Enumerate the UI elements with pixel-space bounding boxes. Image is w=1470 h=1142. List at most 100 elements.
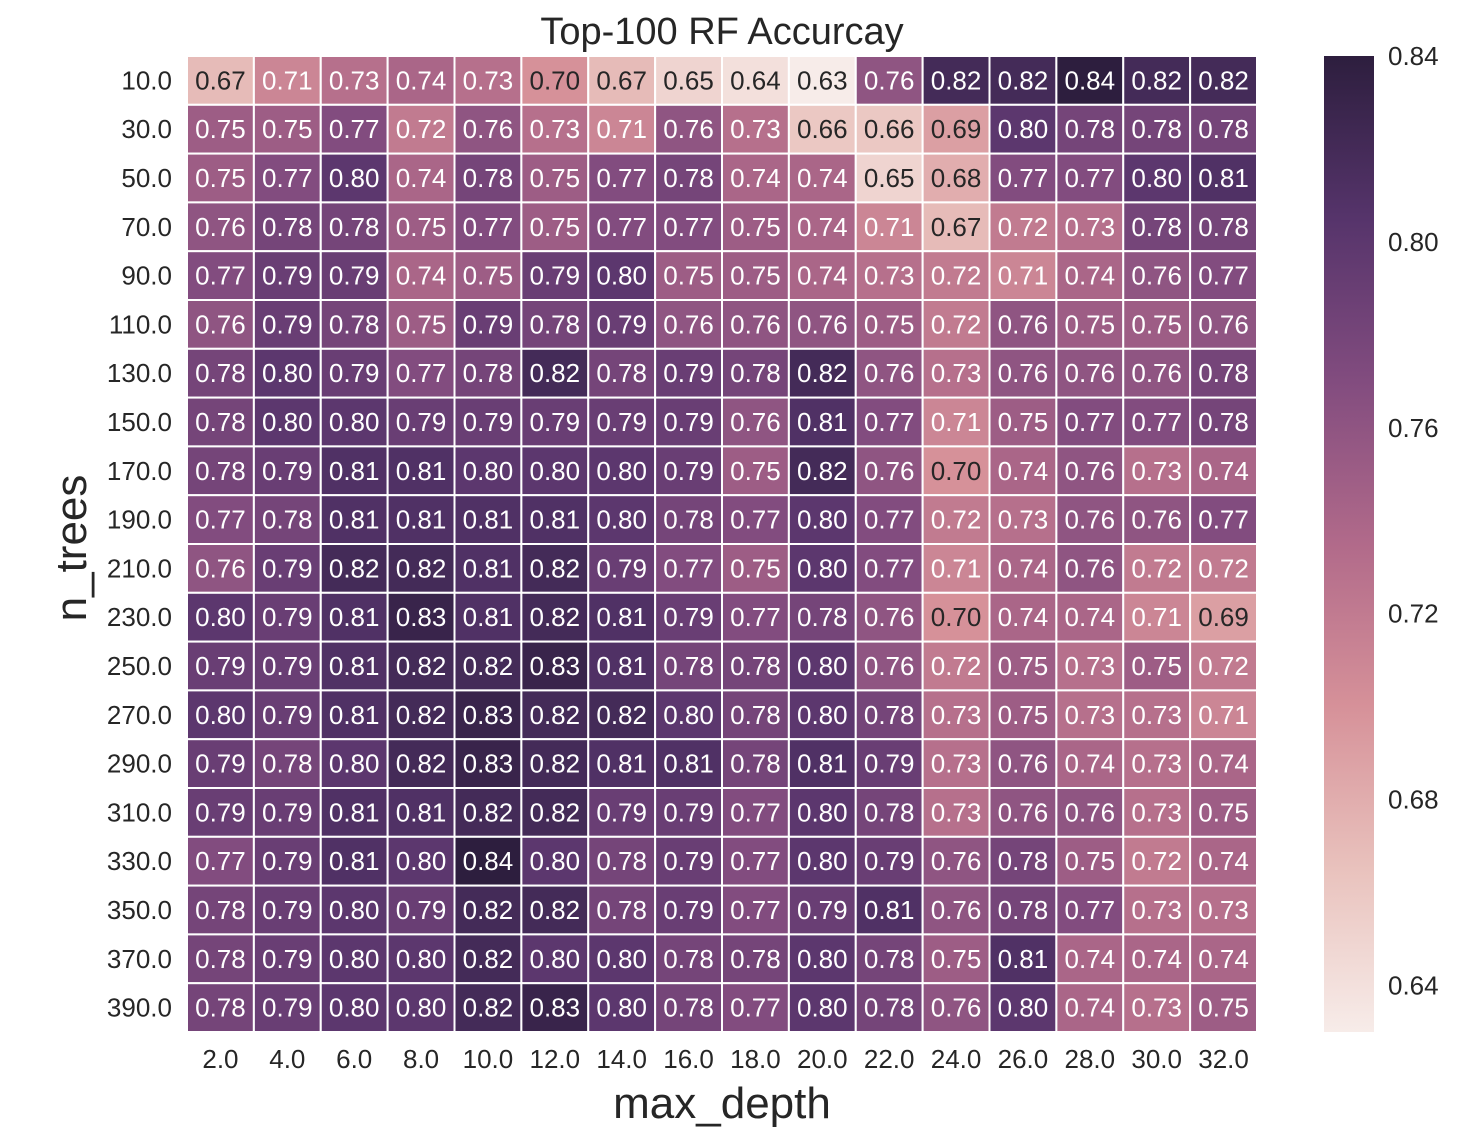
heatmap-cell (854, 201, 924, 253)
heatmap-cell (1189, 787, 1258, 838)
heatmap-cell (252, 250, 322, 301)
cell-value-label: 0.71 (931, 407, 982, 437)
cell-value-label: 0.79 (797, 895, 848, 925)
cell-value-label: 0.78 (663, 993, 714, 1023)
cell-value-label: 0.76 (797, 309, 848, 339)
cell-value-label: 0.75 (396, 309, 447, 339)
cell-value-label: 0.79 (195, 797, 246, 827)
cell-value-label: 0.80 (797, 651, 848, 681)
y-tick-label: 170.0 (107, 456, 172, 486)
cell-value-label: 0.80 (797, 846, 848, 876)
cell-value-label: 0.80 (596, 993, 647, 1023)
cell-value-label: 0.74 (396, 65, 447, 95)
cell-value-label: 0.76 (663, 309, 714, 339)
cell-value-label: 0.78 (663, 651, 714, 681)
cell-value-label: 0.73 (463, 65, 514, 95)
cell-value-label: 0.72 (1198, 651, 1249, 681)
cell-value-label: 0.76 (1065, 553, 1116, 583)
heatmap-cell (921, 787, 991, 838)
cell-value-label: 0.80 (396, 944, 447, 974)
cell-value-label: 0.70 (530, 65, 581, 95)
cell-value-label: 0.80 (396, 993, 447, 1023)
heatmap-cell (186, 494, 255, 546)
cell-value-label: 0.77 (663, 553, 714, 583)
cell-value-label: 0.68 (931, 163, 982, 193)
heatmap-cell (520, 543, 590, 594)
cell-value-label: 0.79 (262, 309, 313, 339)
heatmap-cell (654, 396, 723, 448)
cell-value-label: 0.78 (730, 944, 781, 974)
cell-value-label: 0.75 (931, 944, 982, 974)
cell-value-label: 0.78 (663, 944, 714, 974)
cell-value-label: 0.70 (931, 602, 982, 632)
heatmap-cell (1189, 396, 1258, 448)
heatmap-cell (186, 835, 255, 887)
cell-value-label: 0.80 (396, 846, 447, 876)
x-tick-label: 6.0 (336, 1044, 372, 1074)
cell-value-label: 0.81 (396, 456, 447, 486)
cell-value-label: 0.75 (864, 309, 915, 339)
x-tick-label: 24.0 (931, 1044, 982, 1074)
cell-value-label: 0.77 (864, 505, 915, 535)
cell-value-label: 0.78 (864, 944, 915, 974)
cell-value-label: 0.79 (663, 407, 714, 437)
cell-value-label: 0.81 (396, 797, 447, 827)
y-tick-label: 110.0 (109, 309, 172, 339)
cell-value-label: 0.73 (1065, 212, 1116, 242)
cell-value-label: 0.82 (530, 797, 581, 827)
cell-value-label: 0.77 (730, 846, 781, 876)
heatmap-cell (1189, 494, 1258, 546)
cell-value-label: 0.81 (329, 700, 380, 730)
heatmap-cell (854, 787, 924, 838)
heatmap-cell (587, 982, 657, 1034)
cell-value-label: 0.80 (329, 749, 380, 779)
cell-value-label: 0.79 (262, 651, 313, 681)
y-tick-label: 70.0 (121, 212, 172, 242)
heatmap-cell (988, 591, 1058, 643)
heatmap-cell (854, 738, 924, 790)
cell-value-label: 0.72 (396, 114, 447, 144)
cell-value-label: 0.78 (864, 700, 915, 730)
cell-value-label: 0.73 (1131, 993, 1182, 1023)
cell-value-label: 0.78 (195, 456, 246, 486)
cell-value-label: 0.80 (329, 163, 380, 193)
y-tick-label: 230.0 (107, 602, 172, 632)
heatmap-cell (787, 250, 857, 301)
y-tick-label: 290.0 (107, 749, 172, 779)
cell-value-label: 0.75 (730, 456, 781, 486)
cell-value-label: 0.75 (998, 700, 1049, 730)
cell-value-label: 0.81 (463, 505, 514, 535)
cell-value-label: 0.77 (463, 212, 514, 242)
cell-value-label: 0.76 (931, 993, 982, 1023)
cell-value-label: 0.79 (262, 700, 313, 730)
cell-value-label: 0.73 (931, 797, 982, 827)
cell-value-label: 0.71 (931, 553, 982, 583)
cell-value-label: 0.79 (262, 456, 313, 486)
heatmap-cell (252, 299, 322, 350)
cell-value-label: 0.79 (596, 797, 647, 827)
heatmap-cell (654, 55, 723, 106)
cell-value-label: 0.75 (1065, 309, 1116, 339)
cell-value-label: 0.72 (1131, 553, 1182, 583)
heatmap-cell (1055, 689, 1125, 741)
cell-value-label: 0.79 (262, 993, 313, 1023)
heatmap-cell (1055, 250, 1125, 301)
cell-value-label: 0.81 (329, 846, 380, 876)
cell-value-label: 0.78 (596, 895, 647, 925)
cell-value-label: 0.77 (730, 505, 781, 535)
cell-value-label: 0.73 (1131, 456, 1182, 486)
heatmap-cell (186, 982, 255, 1034)
cell-value-label: 0.72 (931, 505, 982, 535)
cell-value-label: 0.77 (730, 993, 781, 1023)
cell-value-label: 0.76 (730, 309, 781, 339)
heatmap-cell (1122, 933, 1192, 985)
heatmap-cell (520, 787, 590, 838)
cell-value-label: 0.78 (1198, 407, 1249, 437)
cell-value-label: 0.82 (1131, 65, 1182, 95)
heatmap-cell (854, 933, 924, 985)
heatmap-cell (654, 738, 723, 790)
cell-value-label: 0.74 (1198, 944, 1249, 974)
heatmap-cell (319, 396, 389, 448)
y-tick-label: 90.0 (121, 261, 172, 291)
